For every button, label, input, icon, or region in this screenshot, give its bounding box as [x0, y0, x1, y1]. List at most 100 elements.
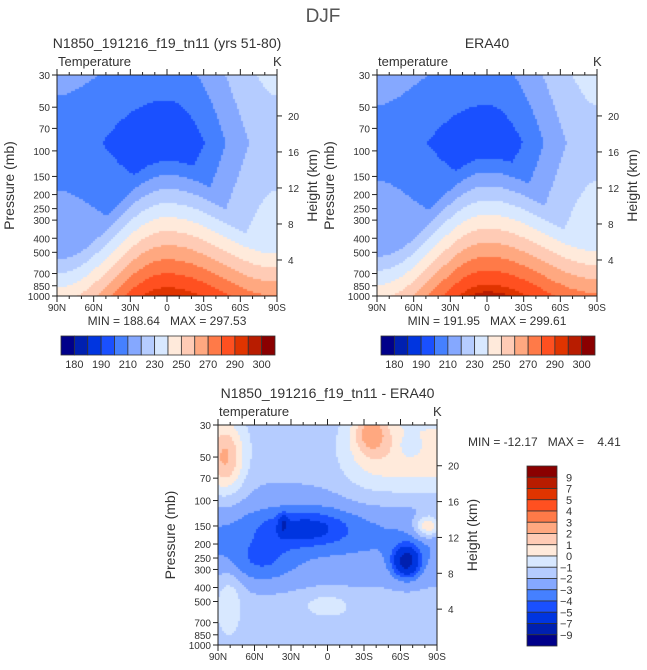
colorbar-box [247, 335, 263, 356]
lat-tick-label: 90S [428, 652, 446, 663]
colorbar-label: 210 [439, 359, 457, 371]
pressure-tick-label: 400 [33, 234, 50, 245]
pressure-tick-label: 850 [353, 282, 370, 293]
colorbar-label: 5 [566, 495, 572, 507]
lat-tick-label: 60N [404, 303, 422, 314]
colorbar-box [541, 335, 556, 356]
colorbar-box [526, 578, 558, 591]
pressure-tick-label: 70 [39, 124, 51, 135]
pressure-tick-label: 100 [194, 497, 211, 508]
pressure-tick-label: 70 [200, 474, 212, 485]
pressure-tick-label: 1000 [348, 292, 371, 303]
y-axis-label-pressure: Pressure (mb) [321, 141, 337, 230]
pressure-tick-label: 70 [359, 124, 371, 135]
unit-label: K [593, 54, 602, 69]
pressure-tick-label: 1000 [189, 641, 212, 652]
lat-tick-label: 90N [368, 303, 386, 314]
colorbar-box [221, 335, 236, 356]
height-tick-label: 12 [608, 184, 620, 195]
colorbar-box [127, 335, 142, 356]
min-max-stats: MIN = 191.95 MAX = 299.61 [408, 314, 567, 328]
colorbar-box [526, 600, 558, 613]
colorbar-box [73, 335, 89, 356]
colorbar-label: 250 [172, 359, 190, 371]
height-tick-label: 8 [608, 220, 614, 231]
colorbar-box [474, 335, 489, 356]
pressure-tick-label: 700 [353, 270, 370, 281]
lat-tick-label: 0 [325, 652, 331, 663]
pressure-tick-label: 30 [39, 71, 51, 82]
colorbar-label: 4 [566, 506, 572, 518]
pressure-tick-label: 200 [33, 191, 50, 202]
height-tick-label: 20 [288, 112, 300, 123]
plot-frame [56, 74, 278, 297]
pressure-tick-label: 250 [33, 205, 50, 216]
pressure-tick-label: 150 [353, 172, 370, 183]
y-axis-label-pressure: Pressure (mb) [162, 491, 178, 580]
colorbar-box [393, 335, 409, 356]
colorbar-box [194, 335, 209, 356]
lat-tick-label: 30S [195, 303, 213, 314]
colorbar-label: 1 [566, 540, 572, 552]
colorbar-box [500, 335, 516, 356]
y-axis-label-height: Height (km) [464, 499, 480, 571]
colorbar-box [554, 335, 569, 356]
lat-tick-label: 60N [84, 303, 102, 314]
pressure-tick-label: 150 [33, 172, 50, 183]
colorbar-box [526, 589, 558, 602]
lat-tick-label: 90S [588, 303, 606, 314]
colorbar-label: 230 [465, 359, 483, 371]
lat-tick-label: 60N [245, 652, 263, 663]
colorbar-label: 230 [145, 359, 163, 371]
lat-tick-label: 90N [209, 652, 227, 663]
lat-tick-label: 30N [282, 652, 300, 663]
pressure-tick-label: 850 [194, 631, 211, 642]
height-tick-label: 16 [608, 148, 620, 159]
colorbar-box [87, 335, 102, 356]
colorbar-box [526, 521, 558, 534]
pressure-tick-label: 30 [359, 71, 371, 82]
colorbar-label: 0 [566, 551, 572, 563]
panel-title: ERA40 [465, 35, 510, 51]
pressure-tick-label: 500 [194, 598, 211, 609]
colorbar-label: −3 [560, 585, 573, 597]
contour-field-difference [218, 425, 437, 645]
colorbar-box [114, 335, 129, 356]
pressure-tick-label: 150 [194, 522, 211, 533]
lat-tick-label: 60S [551, 303, 569, 314]
colorbar-box [526, 488, 558, 501]
pressure-tick-label: 400 [194, 584, 211, 595]
height-tick-label: 20 [448, 462, 460, 473]
colorbar-label: −4 [560, 596, 573, 608]
pressure-tick-label: 500 [33, 248, 50, 259]
lat-tick-label: 0 [164, 303, 170, 314]
colorbar-label: 270 [199, 359, 217, 371]
colorbar-label: 3 [566, 517, 572, 529]
pressure-tick-label: 300 [194, 565, 211, 576]
colorbar-box [526, 510, 558, 523]
height-tick-label: 12 [288, 184, 300, 195]
colorbar-label: −7 [560, 619, 573, 631]
colorbar-label: 300 [252, 359, 270, 371]
colorbar-box [154, 335, 169, 356]
colorbar-box [140, 335, 156, 356]
lat-tick-label: 30N [441, 303, 459, 314]
colorbar-box [581, 335, 596, 356]
colorbar-box [526, 634, 558, 647]
colorbar-box [526, 544, 558, 557]
pressure-tick-label: 300 [353, 216, 370, 227]
y-axis-label-height: Height (km) [624, 149, 640, 221]
height-tick-label: 20 [608, 112, 620, 123]
pressure-tick-label: 200 [194, 540, 211, 551]
colorbar-label: 290 [226, 359, 244, 371]
panel-title: N1850_191216_f19_tn11 - ERA40 [221, 385, 435, 401]
pressure-tick-label: 300 [33, 216, 50, 227]
colorbar-label: −1 [560, 562, 573, 574]
pressure-tick-label: 400 [353, 234, 370, 245]
height-tick-label: 16 [448, 498, 460, 509]
min-max-stats: MIN = 188.64 MAX = 297.53 [88, 314, 247, 328]
unit-label: K [433, 404, 442, 419]
colorbar-label: −9 [560, 630, 573, 642]
y-axis-label-pressure: Pressure (mb) [1, 141, 17, 230]
